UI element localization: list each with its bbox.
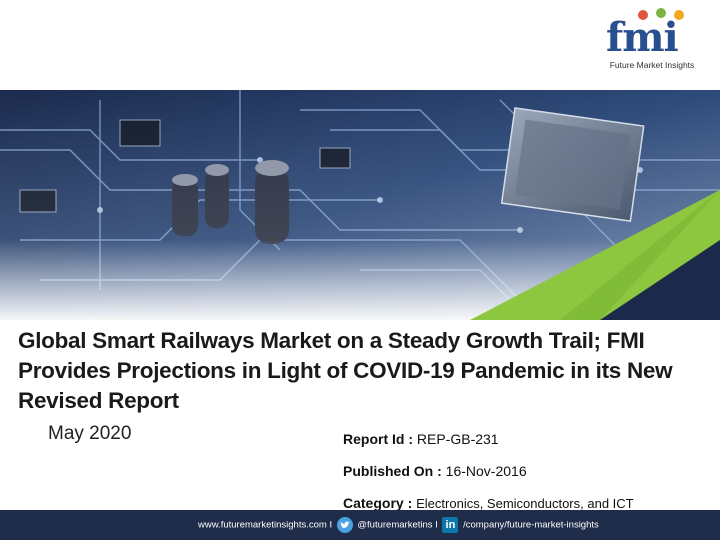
footer-twitter-handle[interactable]: @futuremarketins I: [357, 519, 438, 531]
footer-website-link[interactable]: www.futuremarketinsights.com I: [198, 519, 333, 531]
category-label: Category :: [343, 495, 413, 511]
logo-dot-red: [638, 10, 648, 20]
circuit-board-image: [0, 90, 720, 320]
logo-dot-green: [656, 8, 666, 18]
linkedin-icon[interactable]: in: [442, 517, 459, 533]
report-id-label: Report Id :: [343, 431, 413, 447]
published-label: Published On :: [343, 463, 442, 479]
report-date: May 2020: [48, 423, 132, 444]
circuit-board-graphic: [0, 90, 720, 320]
footer-bar: www.futuremarketinsights.com I @futurema…: [0, 510, 720, 540]
logo-tagline: Future Market Insights: [609, 60, 695, 70]
report-title: Global Smart Railways Market on a Steady…: [18, 328, 673, 413]
published-row: Published On : 16-Nov-2016: [343, 463, 527, 479]
category-row: Category : Electronics, Semiconductors, …: [343, 495, 634, 511]
fmi-logo: fmi Future Market Insights: [598, 8, 706, 74]
logo-mark: fmi: [606, 14, 679, 61]
category-value: Electronics, Semiconductors, and ICT: [416, 496, 634, 511]
footer-contacts: www.futuremarketinsights.com I @futurema…: [198, 517, 599, 533]
report-id-value: REP-GB-231: [416, 431, 499, 447]
report-id-row: Report Id : REP-GB-231: [343, 431, 499, 447]
twitter-icon[interactable]: [336, 517, 353, 533]
published-value: 16-Nov-2016: [445, 463, 527, 479]
footer-linkedin-link[interactable]: /company/future-market-insights: [463, 519, 599, 531]
logo-dot-orange: [674, 10, 684, 20]
